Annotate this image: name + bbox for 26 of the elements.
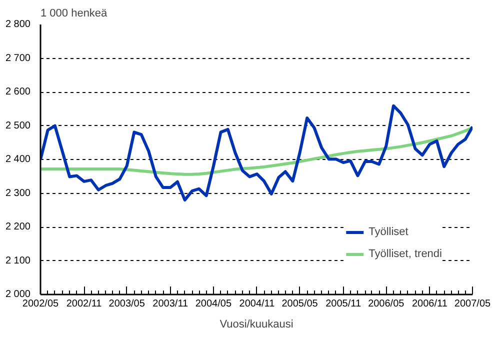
y-tick-label: 2 200 [5, 222, 31, 232]
x-axis-title: Vuosi/kuukausi [220, 318, 294, 330]
y-axis-title: 1 000 henkeä [40, 8, 108, 20]
line-series [40, 104, 472, 202]
x-tick-label: 2002/05 [22, 298, 60, 310]
legend-label: Työlliset, trendi [368, 248, 442, 260]
x-tick-label: 2005/11 [326, 298, 362, 310]
x-tick-label: 2004/11 [239, 298, 276, 310]
x-tick-label: 2005/05 [282, 298, 318, 310]
y-tick-label: 2 500 [5, 120, 31, 132]
x-tick-label: 2006/05 [368, 298, 405, 310]
x-tick-label: 2003/11 [152, 298, 189, 310]
legend-label: Työlliset [368, 226, 408, 238]
x-tick-label: 2003/05 [108, 298, 146, 310]
y-tick-label: 2 600 [5, 86, 31, 98]
x-tick-label: 2006/11 [412, 298, 448, 310]
y-tick-label: 2 700 [5, 52, 31, 64]
x-tick-label: 2002/11 [66, 298, 102, 310]
y-tick-label: 2 100 [5, 255, 31, 266]
y-tick-label: 2 000 [5, 289, 31, 300]
line-series [40, 126, 472, 176]
y-tick-label: 2 300 [5, 188, 31, 199]
x-tick-label: 2007/05 [454, 298, 492, 310]
y-tick-label: 2 400 [5, 154, 31, 165]
y-tick-label: 2 800 [5, 19, 31, 30]
x-tick-label: 2004/05 [195, 298, 232, 310]
